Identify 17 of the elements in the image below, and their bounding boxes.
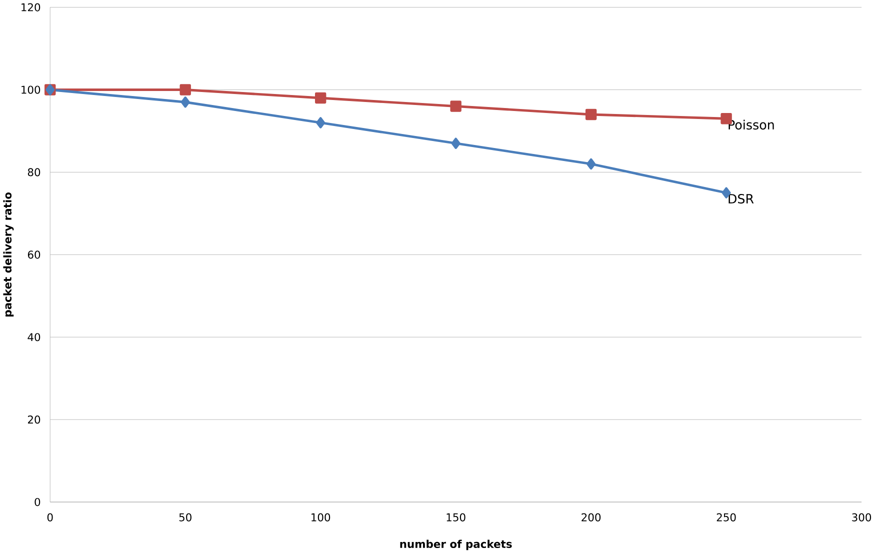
x-tick-label: 250	[716, 513, 736, 522]
y-tick-label: 60	[28, 250, 40, 259]
x-tick-label: 100	[312, 513, 330, 522]
x-tick-label: 200	[582, 513, 601, 522]
y-tick-label: 20	[28, 415, 40, 424]
y-tick-label: 120	[22, 3, 40, 12]
x-axis-title: number of packets	[400, 540, 512, 550]
x-tick-label: 300	[852, 513, 872, 522]
y-tick-label: 100	[22, 86, 40, 94]
y-tick-label: 0	[34, 498, 40, 506]
x-tick-label: 150	[446, 513, 466, 522]
y-axis-title: packet delivery ratio	[3, 192, 14, 316]
x-tick-label: 0	[47, 513, 53, 522]
y-tick-label: 80	[28, 168, 40, 176]
y-tick-label: 40	[28, 332, 40, 341]
series-label: DSR	[728, 194, 754, 204]
x-tick-label: 50	[179, 513, 192, 522]
